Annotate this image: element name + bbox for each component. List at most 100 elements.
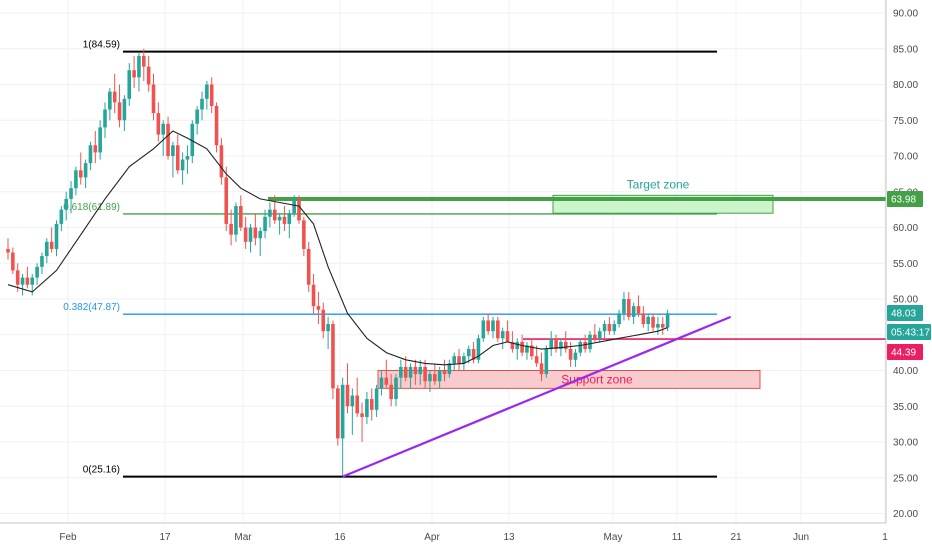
candle[interactable] [607,316,612,335]
candle[interactable] [617,309,621,328]
candle[interactable] [588,331,592,353]
candle[interactable] [287,209,292,239]
candle[interactable] [418,359,423,385]
candle[interactable] [612,320,617,335]
candle[interactable] [496,316,500,342]
candle[interactable] [117,84,122,128]
candle[interactable] [6,238,10,260]
candle[interactable] [597,327,602,342]
rising-trendline[interactable] [342,315,732,478]
candle[interactable] [476,334,481,364]
candle[interactable] [462,352,466,371]
candle[interactable] [219,138,224,185]
candle[interactable] [11,247,15,274]
candle[interactable] [190,120,195,164]
candle[interactable] [180,152,185,185]
candle[interactable] [45,238,49,264]
candle[interactable] [345,363,350,414]
candle[interactable] [505,320,510,342]
candle[interactable] [578,338,583,357]
candle[interactable] [253,213,258,246]
candle[interactable] [59,206,64,232]
candle[interactable] [248,223,253,253]
candle[interactable] [568,341,573,367]
candle[interactable] [573,349,578,367]
candle[interactable] [631,302,636,325]
candle[interactable] [486,313,490,335]
candle[interactable] [25,266,30,289]
candle[interactable] [239,195,243,232]
candle[interactable] [379,370,384,396]
candle[interactable] [442,359,447,382]
candle[interactable] [530,338,534,360]
candle[interactable] [350,388,355,435]
candle[interactable] [641,306,646,328]
candle[interactable] [593,324,597,342]
candle[interactable] [331,320,335,400]
candle[interactable] [272,195,277,224]
candle[interactable] [365,391,369,425]
candle[interactable] [49,227,54,253]
candle[interactable] [69,181,73,214]
candle[interactable] [374,384,379,417]
candle[interactable] [394,374,398,407]
candle[interactable] [452,352,456,371]
candle[interactable] [563,331,568,353]
candle[interactable] [142,48,146,81]
candle[interactable] [302,216,306,257]
candle[interactable] [282,206,287,232]
candle[interactable] [403,356,408,382]
candle[interactable] [656,316,660,335]
candle[interactable] [447,359,452,378]
candle[interactable] [306,241,311,292]
candle[interactable] [166,116,170,160]
candle[interactable] [146,55,151,92]
candle[interactable] [78,152,83,185]
candle[interactable] [83,159,88,189]
candle[interactable] [384,359,389,389]
candle[interactable] [428,370,432,392]
candle[interactable] [510,331,515,353]
candle[interactable] [35,263,39,285]
candle[interactable] [423,359,427,389]
candle[interactable] [224,166,229,232]
candle[interactable] [369,388,374,421]
candle[interactable] [263,209,267,239]
candle[interactable] [408,363,413,389]
candle[interactable] [646,313,650,332]
candle[interactable] [389,374,393,407]
candle[interactable] [583,334,587,353]
candle[interactable] [326,316,330,350]
candle[interactable] [195,105,199,135]
candle[interactable] [457,349,461,371]
candle[interactable] [175,134,180,174]
candle[interactable] [137,52,141,92]
candle[interactable] [340,377,345,477]
candle[interactable] [98,120,102,160]
candle[interactable] [127,63,132,106]
candle[interactable] [466,345,471,364]
candle[interactable] [156,102,161,142]
candle[interactable] [88,141,93,171]
candle[interactable] [161,120,165,156]
candle[interactable] [214,102,219,153]
candle[interactable] [151,73,156,121]
candle[interactable] [500,327,505,350]
candle[interactable] [525,341,529,360]
candle[interactable] [112,73,117,114]
candle[interactable] [627,291,631,321]
candle[interactable] [636,295,641,317]
candle[interactable] [122,95,127,131]
candle[interactable] [103,102,107,139]
trendline[interactable] [342,315,732,478]
candle[interactable] [258,227,262,257]
candle[interactable] [360,402,364,442]
candle[interactable] [234,202,238,242]
candle[interactable] [297,195,301,224]
candle[interactable] [336,384,340,446]
candle[interactable] [481,316,486,342]
candle[interactable] [205,80,209,110]
candle[interactable] [665,309,670,332]
candle[interactable] [651,313,655,332]
candle[interactable] [108,88,112,121]
